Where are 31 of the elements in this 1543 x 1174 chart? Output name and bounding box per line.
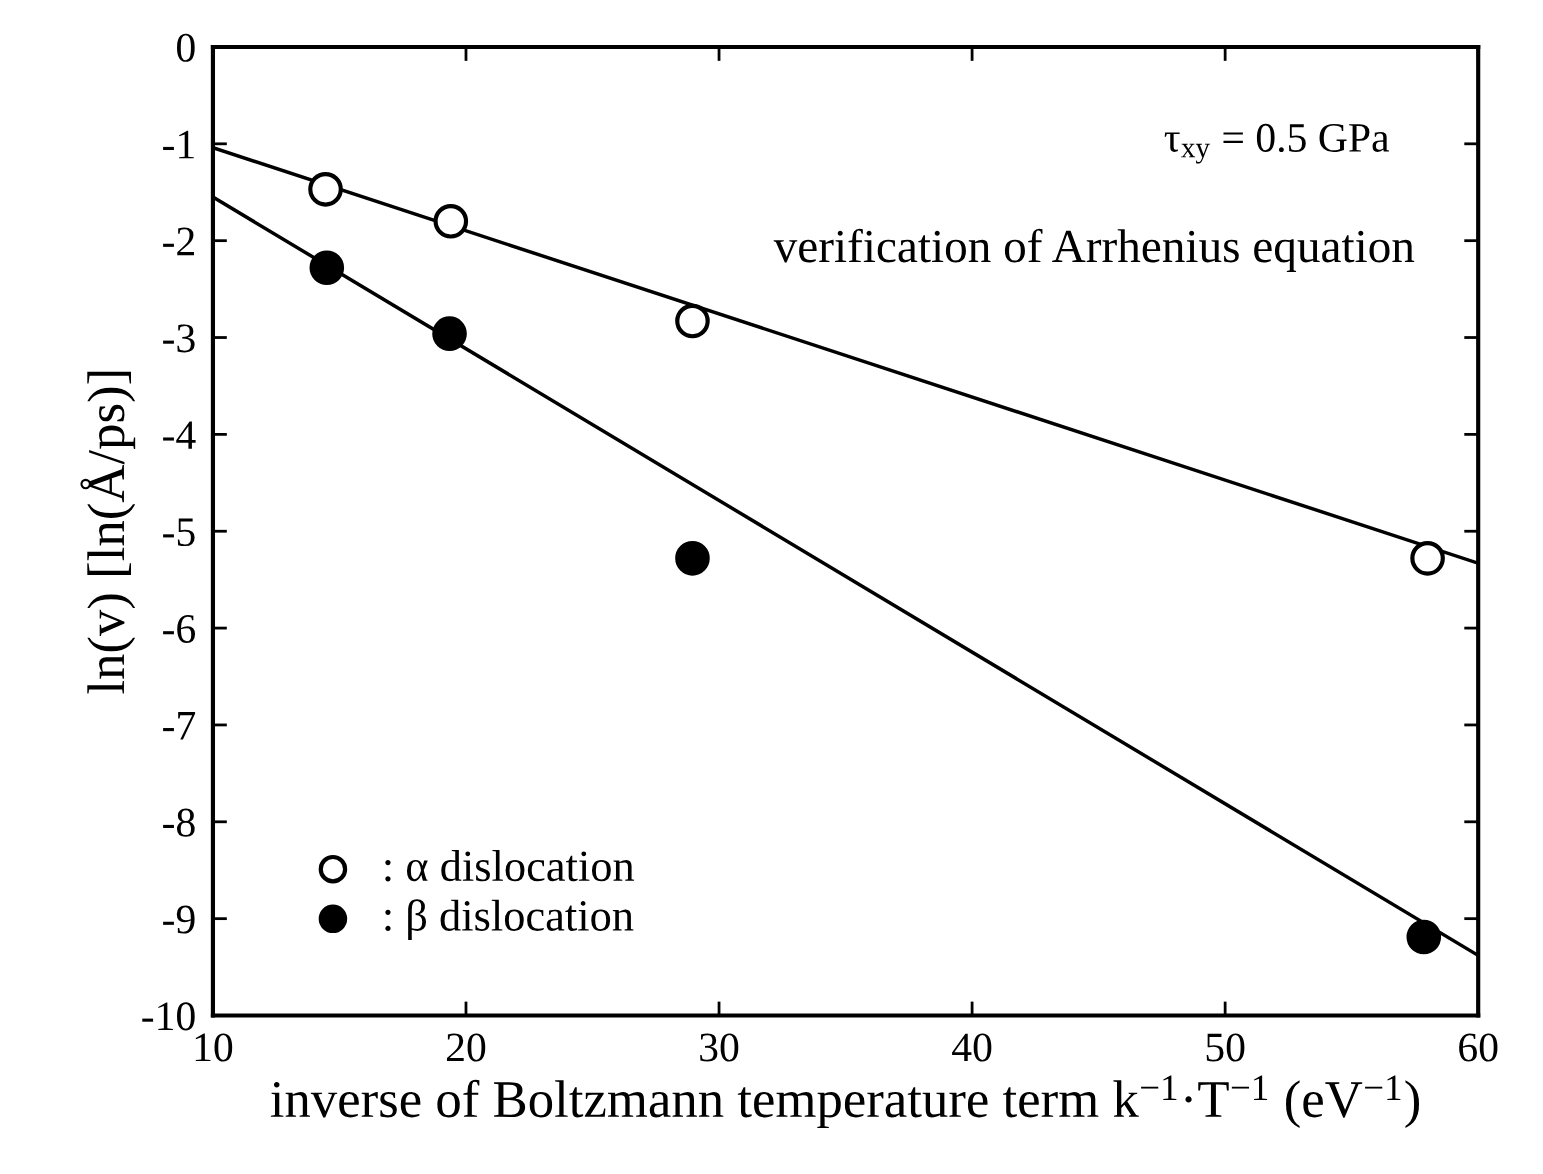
y-tick-label: -10 (142, 1002, 195, 1031)
x-tick-label: 10 (195, 1033, 233, 1062)
y-axis-title: ln(v) [ln(Å/ps)] (80, 371, 136, 694)
point (675, 303, 710, 339)
point (309, 250, 345, 286)
y-tick-label: -2 (163, 227, 194, 256)
y-tick-label: -4 (163, 421, 196, 449)
y-tick-label: 0 (177, 33, 195, 62)
y-tick-label: -6 (163, 614, 196, 643)
point (432, 316, 467, 351)
x-tick-label: 50 (1206, 1033, 1245, 1062)
point (1410, 541, 1445, 576)
x-tick-label: 60 (1459, 1033, 1498, 1062)
y-tick-label: -5 (163, 518, 195, 547)
annotation: τ$_{xy}$ = 0.5 GPa (1164, 123, 1390, 164)
x-axis-title: inverse of Boltzmann temperature term k$^{−1}$·T$^{−1}$ (eV$^{−1}$) (270, 1075, 1420, 1129)
y-tick-label: -3 (163, 324, 195, 353)
x-tick-label: 40 (952, 1033, 992, 1062)
point (308, 172, 343, 207)
x-tick-label: 20 (446, 1033, 486, 1062)
x-tick-label: 30 (700, 1033, 739, 1062)
y-tick-label: -1 (163, 130, 194, 159)
point (675, 541, 710, 576)
point (1406, 919, 1442, 955)
legend-label: : β dislocation (385, 899, 634, 940)
annotation: verification of Arrhenius equation (773, 228, 1415, 273)
y-tick-label: -9 (163, 905, 195, 934)
y-tick-label: -7 (163, 712, 196, 740)
point (433, 203, 469, 239)
legend-label: : α dislocation (385, 850, 635, 882)
y-tick-label: -8 (163, 808, 195, 837)
